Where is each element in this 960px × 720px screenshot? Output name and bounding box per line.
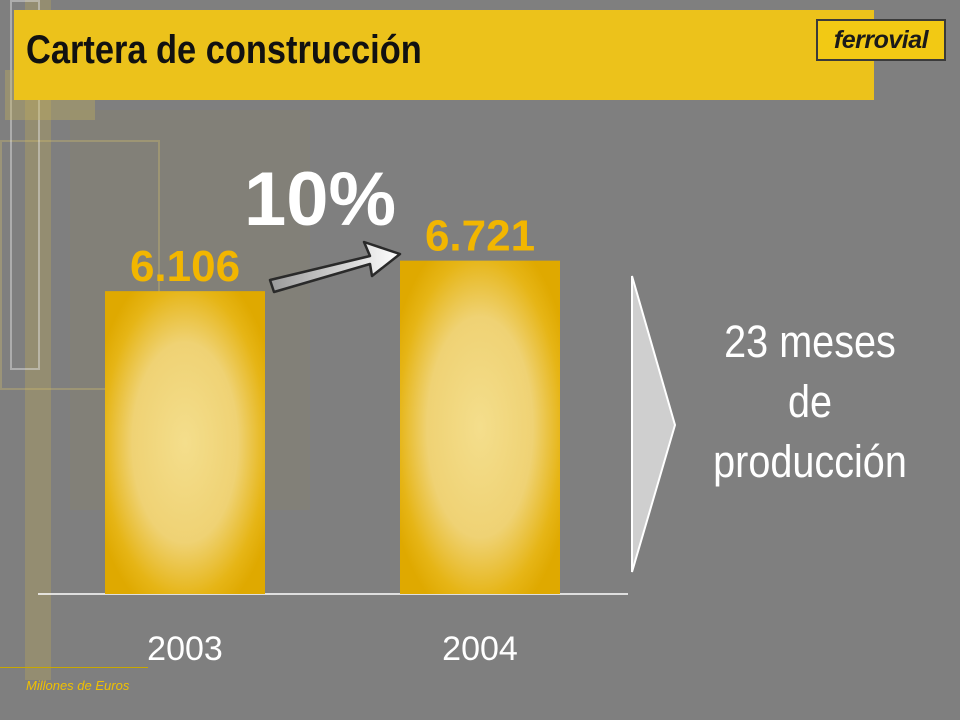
x-tick-label-2004: 2004 — [442, 630, 518, 668]
value-label-2004: 6.721 — [425, 212, 535, 261]
side-text-line-2: de — [787, 376, 833, 427]
bar-2004 — [400, 260, 560, 594]
units-footnote: Millones de Euros — [26, 678, 130, 693]
side-text-line-1: 23 meses — [724, 316, 896, 367]
growth-percentage: 10% — [244, 157, 396, 242]
logo-text: ferrovial — [833, 25, 929, 54]
decor-frame — [0, 140, 160, 390]
decor-strip — [25, 0, 51, 680]
side-text-line-3: producción — [713, 436, 907, 487]
value-label-2003: 6.106 — [130, 242, 240, 291]
growth-arrow — [268, 240, 402, 294]
slide-title: Cartera de construcción — [26, 28, 422, 72]
bar-2003 — [105, 291, 265, 594]
chevron-right-icon — [631, 275, 677, 573]
production-months-text: 23 meses de producción — [704, 312, 915, 492]
x-tick-label-2003: 2003 — [147, 630, 223, 668]
decor-frame-vertical — [10, 0, 40, 370]
title-band — [14, 10, 874, 100]
ferrovial-logo: ferrovial — [816, 19, 946, 61]
footnote-divider — [0, 667, 148, 668]
